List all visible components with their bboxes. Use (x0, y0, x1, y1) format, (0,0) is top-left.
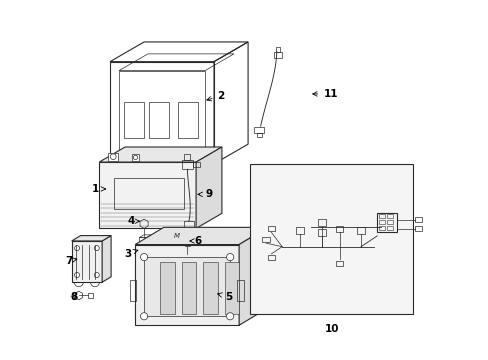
Text: 2: 2 (206, 91, 224, 101)
Circle shape (133, 155, 137, 159)
Bar (149, 103, 169, 138)
Circle shape (110, 154, 116, 159)
Bar (113, 178, 183, 209)
Text: 9: 9 (198, 189, 212, 199)
Text: 1: 1 (92, 184, 105, 194)
Bar (203, 163, 215, 171)
Bar (378, 226, 384, 230)
Bar (182, 160, 193, 169)
Polygon shape (102, 235, 111, 282)
Bar (386, 214, 392, 219)
Text: 6: 6 (189, 236, 201, 246)
Bar (414, 226, 421, 231)
Bar (178, 103, 198, 138)
Polygon shape (196, 147, 222, 228)
Bar (273, 51, 281, 58)
Bar (182, 262, 196, 315)
Bar (124, 103, 144, 138)
Polygon shape (72, 241, 102, 282)
Bar (267, 255, 274, 260)
Bar (276, 47, 280, 51)
Bar (183, 221, 194, 228)
Circle shape (94, 273, 99, 278)
Bar (108, 153, 118, 161)
Bar (131, 154, 139, 161)
Text: 11: 11 (312, 89, 337, 99)
Bar (135, 248, 155, 253)
Polygon shape (135, 227, 267, 244)
Polygon shape (239, 227, 267, 325)
Bar (193, 162, 199, 167)
Bar (378, 214, 384, 219)
Circle shape (94, 246, 99, 251)
Polygon shape (72, 235, 111, 241)
Bar (144, 257, 230, 316)
Polygon shape (99, 147, 222, 162)
Circle shape (226, 253, 233, 261)
Bar (249, 164, 412, 315)
Bar (386, 226, 392, 230)
Circle shape (74, 273, 80, 278)
Bar (386, 220, 392, 224)
Text: 10: 10 (325, 324, 339, 334)
Circle shape (74, 246, 80, 251)
Circle shape (140, 253, 147, 261)
Bar (378, 220, 384, 224)
Bar (267, 226, 274, 231)
Bar (183, 154, 190, 160)
Bar (203, 262, 217, 315)
Circle shape (140, 313, 147, 320)
Bar (108, 162, 122, 171)
Bar (376, 213, 396, 232)
Bar (129, 279, 136, 301)
Bar (262, 237, 269, 242)
Polygon shape (99, 162, 196, 228)
Text: 7: 7 (65, 256, 77, 266)
Polygon shape (135, 244, 239, 325)
Bar (414, 217, 421, 222)
Bar (335, 261, 343, 266)
Text: 8: 8 (70, 292, 78, 302)
Bar (224, 262, 239, 315)
Bar (153, 163, 171, 170)
Text: 3: 3 (124, 248, 138, 258)
Circle shape (226, 313, 233, 320)
Bar (296, 227, 304, 234)
Bar (356, 227, 364, 234)
Bar (335, 226, 343, 232)
Bar (257, 133, 262, 137)
Text: M: M (173, 233, 180, 239)
Bar (317, 220, 325, 226)
Bar (139, 237, 147, 248)
Bar (88, 293, 93, 298)
Bar (254, 127, 264, 134)
Bar (237, 279, 244, 301)
Text: 4: 4 (127, 216, 139, 226)
Bar (160, 262, 174, 315)
Text: 5: 5 (217, 292, 231, 302)
Bar (317, 229, 325, 235)
